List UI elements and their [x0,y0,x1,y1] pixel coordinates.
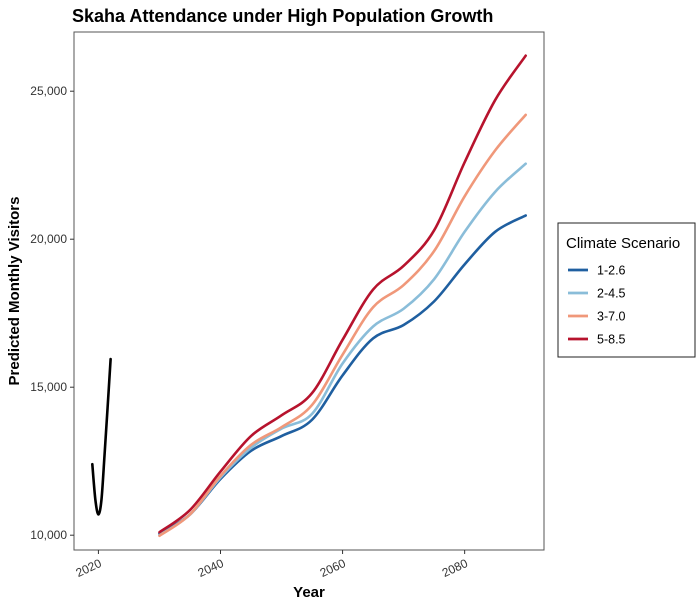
legend-label: 3-7.0 [597,310,626,324]
y-tick-label: 10,000 [30,528,67,542]
legend-title: Climate Scenario [566,235,680,252]
historical-line [91,357,112,516]
legend-label: 1-2.6 [597,264,626,278]
legend-box [557,222,696,358]
x-tick-label: 2020 [74,556,104,580]
y-axis-title: Predicted Monthly Visitors [6,197,23,386]
y-axis: 10,000 15,000 20,000 25,000 [30,84,74,542]
chart-title: Skaha Attendance under High Population G… [72,6,493,26]
series-line-3-7.0 [158,113,527,538]
y-tick-label: 20,000 [30,232,67,246]
legend: Climate Scenario 1-2.6 2-4.5 3-7.0 5-8.5 [557,222,696,358]
legend-label: 5-8.5 [597,333,626,347]
legend-label: 2-4.5 [597,287,626,301]
x-tick-label: 2040 [196,556,226,580]
x-axis-title: Year [293,584,325,601]
y-tick-label: 15,000 [30,380,67,394]
series-lines [91,54,527,538]
x-tick-label: 2060 [318,556,348,580]
x-axis: 2020 2040 2060 2080 [74,550,470,580]
series-line-5-8.5 [158,54,527,534]
plot-panel [73,31,545,551]
y-tick-label: 25,000 [30,84,67,98]
x-tick-label: 2080 [440,556,470,580]
